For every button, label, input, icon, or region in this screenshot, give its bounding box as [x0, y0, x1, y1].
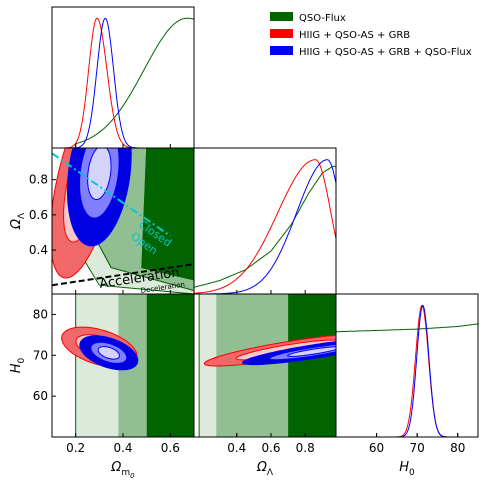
marginal-curve-h0-series-0 — [336, 323, 478, 333]
xtick-label-2-2: 80 — [450, 441, 465, 455]
marginal-curve-om-series-0 — [52, 17, 194, 148]
legend-label-0: QSO-Flux — [299, 13, 346, 24]
panel-omega-lambda-marginal — [194, 159, 336, 294]
ytick-label-1-0: 0.4 — [29, 243, 48, 257]
marginal-curve-ol-series-1 — [194, 159, 336, 294]
marginal-curve-ol-series-2 — [194, 159, 336, 294]
acceleration-line — [52, 263, 194, 287]
xtick-label-2-1: 70 — [410, 441, 425, 455]
marginal-curve-h0-series-2 — [336, 304, 478, 437]
legend-label-1: HIIG + QSO-AS + GRB — [299, 30, 410, 41]
panel-h0-marginal — [336, 304, 478, 437]
ytick-label-2-1: 70 — [33, 348, 48, 362]
om-ol-qso-region-0 — [141, 148, 194, 281]
xtick-label-1-0: 0.4 — [227, 441, 246, 455]
ytick-label-1-1: 0.6 — [29, 208, 48, 222]
axes-ticks: 0.2 0.4 0.6 Ωm0 0.4 0.6 0.8 ΩΛ 60 70 80 H0 0.4 0.6 0.8… — [9, 144, 465, 480]
xtick-label-0-1: 0.4 — [113, 441, 132, 455]
xtick-label-1-2: 0.8 — [296, 441, 315, 455]
ol-h0-qso-band-2 — [288, 294, 336, 437]
ytick-label-2-2: 80 — [33, 307, 48, 321]
om-h0-qso-band-0 — [75, 294, 90, 437]
xtick-label-0-0: 0.2 — [66, 441, 85, 455]
xtick-label-2-0: 60 — [369, 441, 384, 455]
xlabel-ol: ΩΛ — [256, 460, 274, 478]
om_ol-contour-series-2-level-2 — [87, 148, 112, 200]
xlabel-om: Ωm0 — [110, 460, 135, 480]
ytick-label-2-0: 60 — [33, 389, 48, 403]
frame-0-0 — [51, 6, 195, 149]
panel-omega-lambda-h0 — [198, 294, 336, 437]
xtick-label-0-2: 0.6 — [161, 441, 180, 455]
frame-2-2 — [335, 293, 479, 438]
legend-swatch-2 — [270, 46, 293, 55]
om_h0-contour-series-2-level-2 — [97, 346, 120, 360]
xlabel-h0: H0 — [399, 460, 415, 478]
ylabel-h0: H0 — [9, 357, 27, 373]
panel-omega-m-h0 — [61, 294, 194, 437]
marginal-curve-om-series-1 — [52, 17, 194, 148]
ylabel-ol: ΩΛ — [9, 212, 27, 230]
chart-legend: QSO-Flux HIIG + QSO-AS + GRB HIIG + QSO-AS… — [270, 12, 472, 58]
legend-swatch-0 — [270, 12, 293, 21]
ol_h0-contour-series-2-level-2 — [287, 346, 336, 357]
marginal-curve-h0-series-1 — [336, 304, 478, 437]
marginal-curve-om-series-2 — [52, 17, 194, 148]
xtick-label-1-1: 0.6 — [261, 441, 280, 455]
om-h0-qso-band-3 — [146, 294, 194, 437]
ytick-label-1-2: 0.8 — [29, 173, 48, 187]
panel-omega-m-marginal — [52, 17, 194, 148]
legend-swatch-1 — [270, 29, 293, 38]
legend-label-2: HIIG + QSO-AS + GRB + QSO-Flux — [299, 47, 472, 58]
marginal-curve-ol-series-0 — [194, 165, 336, 288]
